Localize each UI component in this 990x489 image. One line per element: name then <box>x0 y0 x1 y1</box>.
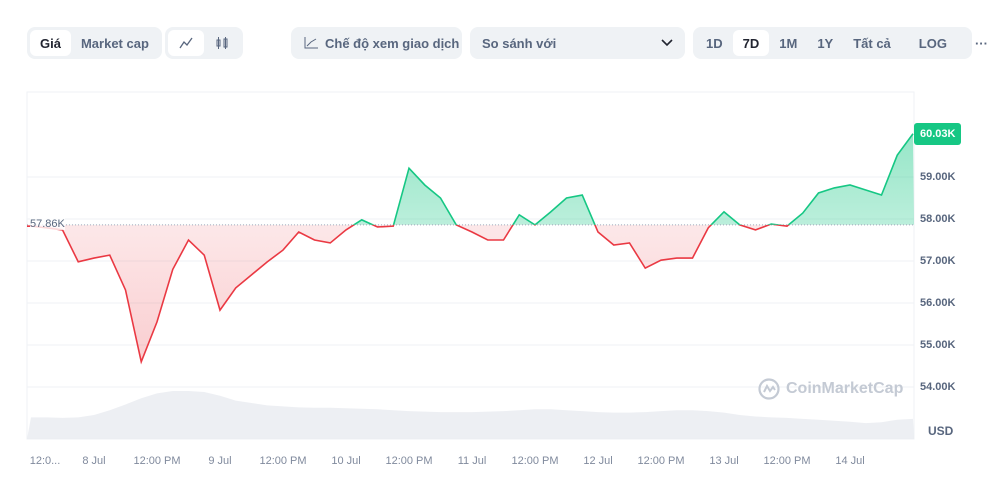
x-tick-label: 13 Jul <box>709 455 739 467</box>
x-tick-label: 11 Jul <box>457 455 487 467</box>
watermark: CoinMarketCap <box>758 378 903 400</box>
range-1m[interactable]: 1M <box>779 35 798 51</box>
x-tick-label: 12:00 PM <box>133 455 181 467</box>
price-marketcap-toggle: Giá Market cap <box>27 27 162 59</box>
line-chart-icon[interactable] <box>168 30 204 56</box>
x-tick-label: 9 Jul <box>208 455 232 467</box>
tab-price[interactable]: Giá <box>30 30 71 56</box>
y-tick-label: 58.00K <box>920 213 956 225</box>
y-tick-label: 54.00K <box>920 381 956 393</box>
x-tick-label: 12:00 PM <box>385 455 433 467</box>
range-1y[interactable]: 1Y <box>817 35 834 51</box>
x-tick-label: 14 Jul <box>835 455 865 467</box>
x-tick-label: 12:00 PM <box>511 455 559 467</box>
y-tick-label: 56.00K <box>920 297 956 309</box>
baseline-label: 57.86K <box>30 218 65 230</box>
area-below-baseline <box>27 224 789 362</box>
range-all[interactable]: Tất cả <box>853 35 891 51</box>
x-tick-label: 12:0... <box>29 455 61 467</box>
log-toggle[interactable]: LOG <box>918 35 947 51</box>
trading-view-label: Chế độ xem giao dịch <box>325 35 460 51</box>
compare-placeholder: So sánh với <box>482 35 557 51</box>
price-line-down <box>27 224 790 365</box>
trading-view-button[interactable]: Chế độ xem giao dịch <box>291 27 462 59</box>
candlestick-icon[interactable] <box>204 30 240 56</box>
range-1d[interactable]: 1D <box>706 35 723 51</box>
more-options-button[interactable]: ··· <box>974 35 988 51</box>
chart-style-toggle <box>165 27 243 59</box>
area-above-baseline <box>27 133 914 225</box>
tab-market-cap[interactable]: Market cap <box>80 35 149 51</box>
compare-dropdown[interactable]: So sánh với <box>470 27 685 59</box>
currency-label: USD <box>928 424 954 438</box>
y-tick-label: 59.00K <box>920 171 956 183</box>
chart-icon <box>304 37 318 49</box>
range-7d[interactable]: 7D <box>732 30 770 56</box>
current-price-badge: 60.03K <box>914 123 962 145</box>
y-tick-label: 57.00K <box>920 255 956 267</box>
x-tick-label: 12:00 PM <box>259 455 307 467</box>
x-tick-label: 12 Jul <box>583 455 613 467</box>
x-tick-label: 12:00 PM <box>763 455 811 467</box>
price-chart[interactable] <box>0 80 990 460</box>
x-tick-label: 8 Jul <box>82 455 106 467</box>
range-selector: 1D 7D 1M 1Y Tất cả LOG ··· <box>693 27 988 59</box>
coinmarketcap-logo-icon <box>758 378 780 400</box>
y-tick-label: 55.00K <box>920 339 956 351</box>
chevron-down-icon <box>661 39 673 47</box>
volume-area <box>27 391 914 439</box>
x-tick-label: 10 Jul <box>331 455 361 467</box>
x-tick-label: 12:00 PM <box>637 455 685 467</box>
